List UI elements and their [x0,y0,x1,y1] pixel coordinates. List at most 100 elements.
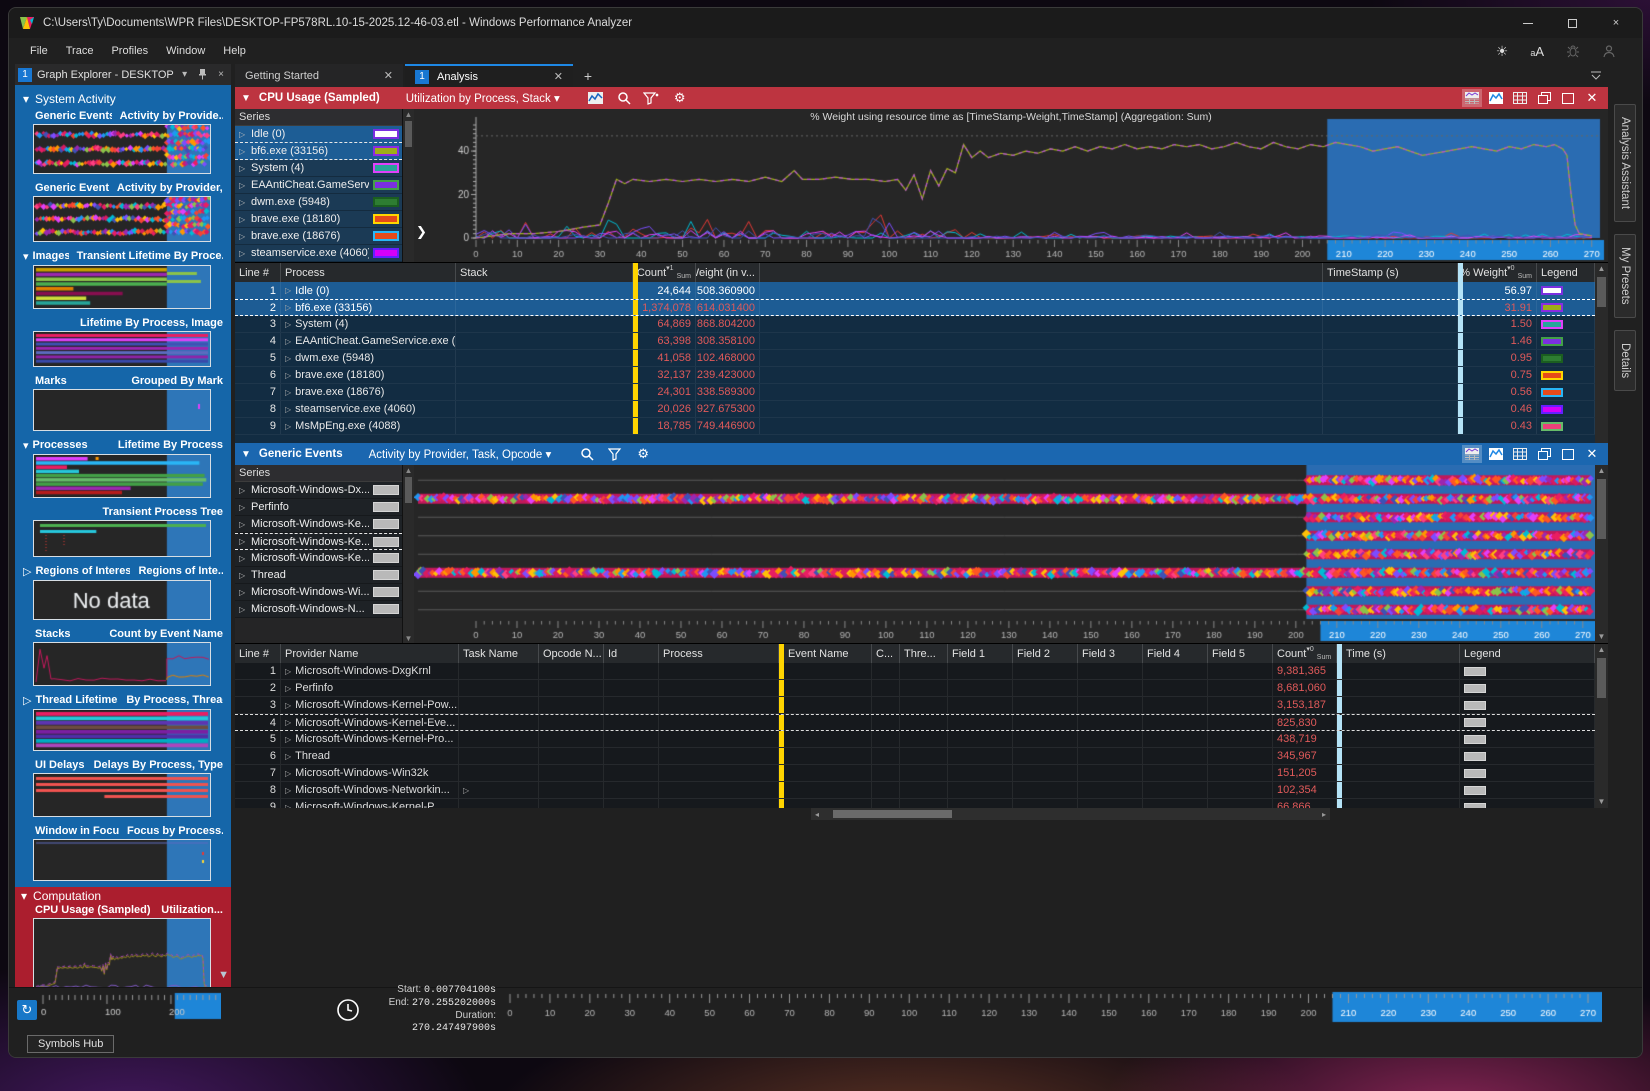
graph-thumbnail-events[interactable] [33,124,211,174]
generic-table-scrollbar[interactable]: ▲▼ [1595,644,1608,808]
series-item[interactable]: ▷Idle (0) [235,126,402,143]
graph-explorer-item[interactable]: ▷ Thread LifetimesBy Process, Thread [21,692,225,757]
series-item[interactable]: ▷Microsoft-Windows-Ke... [235,516,402,533]
graph-thumbnail-focus[interactable] [33,839,211,881]
graph-and-table-view-icon[interactable] [1462,89,1482,107]
column-header-line-[interactable]: Line # [235,263,281,282]
column-header-count[interactable]: Count▾0Sum [1273,644,1337,663]
generic-table-row[interactable]: 2▷Perfinfo8,681,060 [235,680,1595,697]
graph-thumbnail-marks[interactable] [33,389,211,431]
section-header-system-activity[interactable]: ▾System Activity [21,89,225,108]
cpu-table-row[interactable]: 5▷dwm.exe (5948)41,05841,102.4680000.95 [235,350,1595,367]
column-header-provider-name[interactable]: Provider Name [281,644,459,663]
table-only-view-icon[interactable] [1510,445,1530,463]
graph-thumbnail-events[interactable] [33,196,211,242]
menu-item-trace[interactable]: Trace [57,41,103,61]
graph-explorer-item[interactable]: Lifetime By Process, Image [21,315,225,373]
table-only-view-icon[interactable] [1510,89,1530,107]
graph-explorer-item[interactable]: Generic EventsActivity by Provider,... [21,180,225,248]
minimize-button[interactable] [1506,9,1550,37]
tab-close-icon[interactable]: ✕ [554,70,563,83]
collapse-chevron-icon[interactable]: ▼ [241,449,251,460]
open-in-new-window-icon[interactable] [1534,89,1554,107]
expand-chevron-icon[interactable]: ▷ [239,147,247,156]
cpu-table-row[interactable]: 9▷MsMpEng.exe (4088)18,78518,749.4469000… [235,418,1595,435]
column-header--weight[interactable]: % Weight▾0Sum [1463,263,1537,282]
expand-chevron-icon[interactable]: ▷ [239,571,247,580]
graph-thumbnail-procbars[interactable] [33,454,211,498]
generic-table-row[interactable]: 3▷Microsoft-Windows-Kernel-Pow...3,153,1… [235,697,1595,714]
generic-table-row[interactable]: 6▷Thread345,967 [235,748,1595,765]
graph-explorer-header[interactable]: 1 Graph Explorer - DESKTOP-... ▾ × [15,64,231,85]
expand-chevron-icon[interactable]: ▷ [239,164,247,173]
graph-thumbnail-fullbars[interactable] [33,331,211,367]
generic-table-row[interactable]: 9▷Microsoft-Windows-Kernel-P...66,866 [235,799,1595,808]
cpu-table-row[interactable]: 2▷bf6.exe (33156)1,374,0781,379,614.0314… [235,299,1595,316]
graph-explorer-item[interactable]: Transient Process Tree [21,504,225,563]
expand-chevron-icon[interactable]: ▷ [239,198,247,207]
close-button[interactable]: × [1594,9,1638,37]
expand-chevron-icon[interactable]: ▷ [239,605,247,614]
column-header-line-[interactable]: Line # [235,644,281,663]
expand-chevron-icon[interactable]: ▷ [239,215,247,224]
graph-explorer-item[interactable]: ▾ ImagesTransient Lifetime By Proce... [21,248,225,315]
graph-only-view-icon[interactable] [1486,89,1506,107]
menu-item-file[interactable]: File [21,41,57,61]
cpu-table-row[interactable]: 6▷brave.exe (18180)32,13732,239.4230000.… [235,367,1595,384]
column-header-weight-in-v-[interactable]: Weight (in v... [696,263,760,282]
column-header-count[interactable]: Count▾1Sum [638,263,696,282]
series-column-header[interactable]: Series [235,465,402,482]
filter-icon[interactable] [605,445,625,463]
column-header-field-2[interactable]: Field 2 [1013,644,1078,663]
graph-thumbnail-cpu[interactable] [33,918,211,987]
gear-icon[interactable]: ⚙ [670,89,690,107]
horizontal-scrollbar[interactable]: ◂▸ [811,808,1330,820]
graph-thumbnail-threadbars[interactable] [33,709,211,751]
expand-chevron-icon[interactable]: ❯ [416,224,427,240]
right-tab-analysis-assistant[interactable]: Analysis Assistant [1614,104,1636,222]
refresh-icon[interactable]: ↻ [17,1000,37,1020]
text-size-icon[interactable]: aA [1530,44,1544,59]
view-preset-selector[interactable]: Utilization by Process, Stack ▾ [406,91,560,105]
series-item[interactable]: ▷Microsoft-Windows-Dx... [235,482,402,499]
series-item[interactable]: ▷System (4) [235,160,402,177]
column-header-field-4[interactable]: Field 4 [1143,644,1208,663]
graph-only-view-icon[interactable] [1486,445,1506,463]
column-header-[interactable] [760,263,1323,282]
column-header-field-1[interactable]: Field 1 [948,644,1013,663]
generic-table-row[interactable]: 5▷Microsoft-Windows-Kernel-Pro...438,719 [235,731,1595,748]
graph-explorer-item[interactable]: Generic EventsActivity by Provide... [21,108,225,180]
series-item[interactable]: ▷Microsoft-Windows-N... [235,601,402,618]
expand-chevron-icon[interactable]: ▷ [239,130,247,139]
graph-thumbnail-nodata[interactable] [33,580,211,620]
graph-thumbnail-bars[interactable] [33,265,211,309]
column-header-time-s-[interactable]: Time (s) [1342,644,1460,663]
right-tab-details[interactable]: Details [1614,330,1636,391]
filter-icon[interactable] [642,89,662,107]
series-item[interactable]: ▷Thread [235,567,402,584]
theme-toggle-icon[interactable]: ☀ [1496,43,1509,60]
graph-explorer-item[interactable]: ▾ ProcessesLifetime By Process [21,437,225,504]
expand-chevron-icon[interactable]: ▷ [239,588,247,597]
series-item[interactable]: ▷Microsoft-Windows-Wi... [235,584,402,601]
column-header-c-[interactable]: C... [872,644,900,663]
expand-chevron-icon[interactable]: ▷ [239,486,247,495]
series-column-header[interactable]: Series [235,109,402,126]
column-header-task-name[interactable]: Task Name [459,644,539,663]
column-header-timestamp-s-[interactable]: TimeStamp (s) [1323,263,1458,282]
expand-chevron-icon[interactable]: ▷ [239,503,247,512]
generic-table-row[interactable]: 8▷Microsoft-Windows-Networkin...▷102,354 [235,782,1595,799]
column-header-legend[interactable]: Legend [1537,263,1595,282]
series-item[interactable]: ▷dwm.exe (5948) [235,194,402,211]
column-header-thre-[interactable]: Thre... [900,644,948,663]
generic-table-row[interactable]: 7▷Microsoft-Windows-Win32k151,205 [235,765,1595,782]
open-in-new-window-icon[interactable] [1534,445,1554,463]
expand-chevron-icon[interactable]: ▷ [239,181,247,190]
series-item[interactable]: ▷brave.exe (18180) [235,211,402,228]
tab-getting-started[interactable]: Getting Started ✕ [235,64,403,87]
close-panel-icon[interactable]: ✕ [1582,445,1602,463]
series-item[interactable]: ▷Microsoft-Windows-Ke... [235,533,402,550]
generic-table-row[interactable]: 4▷Microsoft-Windows-Kernel-Eve...825,830 [235,714,1595,731]
tab-overflow-chevron-icon[interactable] [1590,64,1608,87]
graph-explorer-mini-ruler[interactable] [41,991,221,1029]
